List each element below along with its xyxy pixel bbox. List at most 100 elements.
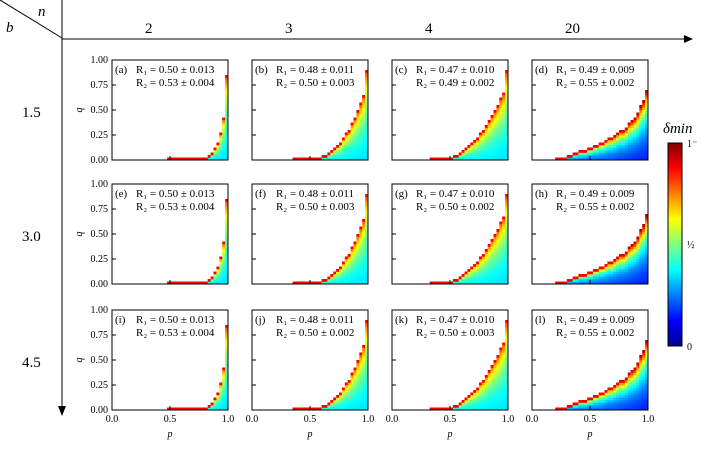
heatmap-cell xyxy=(619,266,623,270)
heatmap-cell xyxy=(496,375,500,378)
heatmap-cell xyxy=(496,355,500,358)
heatmap-cell xyxy=(479,382,483,386)
heatmap-cell xyxy=(636,380,640,383)
heatmap-cell xyxy=(630,259,634,262)
heatmap-cell xyxy=(636,362,640,366)
heatmap-cell xyxy=(333,147,337,151)
heatmap-cell xyxy=(473,407,477,411)
heatmap-cell xyxy=(490,150,494,153)
heatmap-cell xyxy=(339,157,343,161)
heatmap-cell xyxy=(645,216,649,220)
heatmap-cell xyxy=(347,135,351,138)
heatmap-cell xyxy=(470,392,474,396)
heatmap-cell xyxy=(353,400,357,403)
heatmap-cell xyxy=(496,231,500,235)
heatmap-cell xyxy=(301,157,305,161)
heatmap-cell xyxy=(499,266,503,270)
heatmap-cell xyxy=(630,254,634,257)
heatmap-cell xyxy=(624,142,628,146)
heatmap-cell xyxy=(365,87,369,91)
heatmap-cell xyxy=(365,135,369,138)
heatmap-cell xyxy=(499,155,503,158)
heatmap-cell xyxy=(639,150,643,153)
heatmap-cell xyxy=(566,407,570,411)
heatmap-cell xyxy=(225,132,229,136)
heatmap-cell xyxy=(630,382,634,386)
heatmap-cell xyxy=(347,405,351,408)
heatmap-cell xyxy=(295,281,299,285)
heatmap-cell xyxy=(341,264,346,267)
heatmap-cell xyxy=(479,142,483,146)
heatmap-cell xyxy=(353,370,357,373)
heatmap-cell xyxy=(633,130,637,133)
heatmap-cell xyxy=(505,147,509,151)
heatmap-cell xyxy=(645,357,649,361)
heatmap-cell xyxy=(362,385,366,388)
heatmap-cell xyxy=(601,395,605,398)
heatmap-cell xyxy=(359,249,363,252)
heatmap-cell xyxy=(356,385,360,388)
heatmap-cell xyxy=(575,279,579,282)
heatmap-cell xyxy=(295,157,299,161)
heatmap-cell xyxy=(645,259,649,262)
heatmap-cell xyxy=(216,397,220,401)
heatmap-cell xyxy=(347,266,351,270)
heatmap-cell xyxy=(499,122,503,126)
heatmap-cell xyxy=(225,145,229,148)
heatmap-cell xyxy=(484,407,488,411)
heatmap-cell xyxy=(496,120,500,123)
heatmap-cell xyxy=(344,150,348,153)
heatmap-cell xyxy=(341,395,346,398)
heatmap-cell xyxy=(493,279,497,282)
heatmap-cell xyxy=(207,407,211,411)
heatmap-cell xyxy=(193,407,197,411)
heatmap-cell xyxy=(219,259,223,262)
heatmap-cell xyxy=(330,402,334,406)
heatmap-cell xyxy=(219,274,223,277)
heatmap-cell xyxy=(356,112,360,116)
heatmap-cell xyxy=(216,269,220,272)
heatmap-cell xyxy=(610,150,614,153)
heatmap-cell xyxy=(636,127,640,131)
heatmap-cell xyxy=(336,276,340,280)
heatmap-cell xyxy=(490,145,494,148)
heatmap-cell xyxy=(344,405,348,408)
heatmap-cell xyxy=(505,122,509,126)
heatmap-cell xyxy=(569,155,573,158)
heatmap-cell xyxy=(470,157,474,161)
heatmap-cell xyxy=(225,229,229,232)
heatmap-cell xyxy=(505,352,509,356)
heatmap-cell xyxy=(225,279,229,282)
heatmap-cell xyxy=(484,271,488,275)
heatmap-cell xyxy=(365,256,369,260)
heatmap-cell xyxy=(575,405,579,408)
heatmap-cell xyxy=(344,279,348,282)
heatmap-cell xyxy=(621,276,626,280)
heatmap-cell xyxy=(630,397,634,401)
heatmap-cell xyxy=(499,279,503,282)
heatmap-cell xyxy=(636,382,640,386)
heatmap-cell xyxy=(216,271,220,275)
heatmap-cell xyxy=(356,246,360,250)
heatmap-cell xyxy=(341,400,346,403)
heatmap-cell xyxy=(225,407,229,411)
heatmap-cell xyxy=(592,155,597,158)
panel-tag: (j) xyxy=(255,314,266,326)
heatmap-cell xyxy=(639,254,643,257)
heatmap-cell xyxy=(196,281,200,285)
heatmap-cell xyxy=(639,231,643,235)
heatmap-cell xyxy=(598,152,602,156)
heatmap-cell xyxy=(490,372,494,376)
heatmap-cell xyxy=(502,224,506,227)
heatmap-cell xyxy=(502,127,506,131)
heatmap-cell xyxy=(613,266,617,270)
heatmap-cell xyxy=(505,362,509,366)
heatmap-cell xyxy=(327,405,331,408)
heatmap-cell xyxy=(604,150,608,153)
heatmap-cell xyxy=(490,117,494,121)
heatmap-cell xyxy=(645,345,649,348)
heatmap-cell xyxy=(479,261,483,265)
heatmap-cell xyxy=(461,281,465,285)
heatmap-cell xyxy=(204,281,208,285)
heatmap-cell xyxy=(481,150,486,153)
